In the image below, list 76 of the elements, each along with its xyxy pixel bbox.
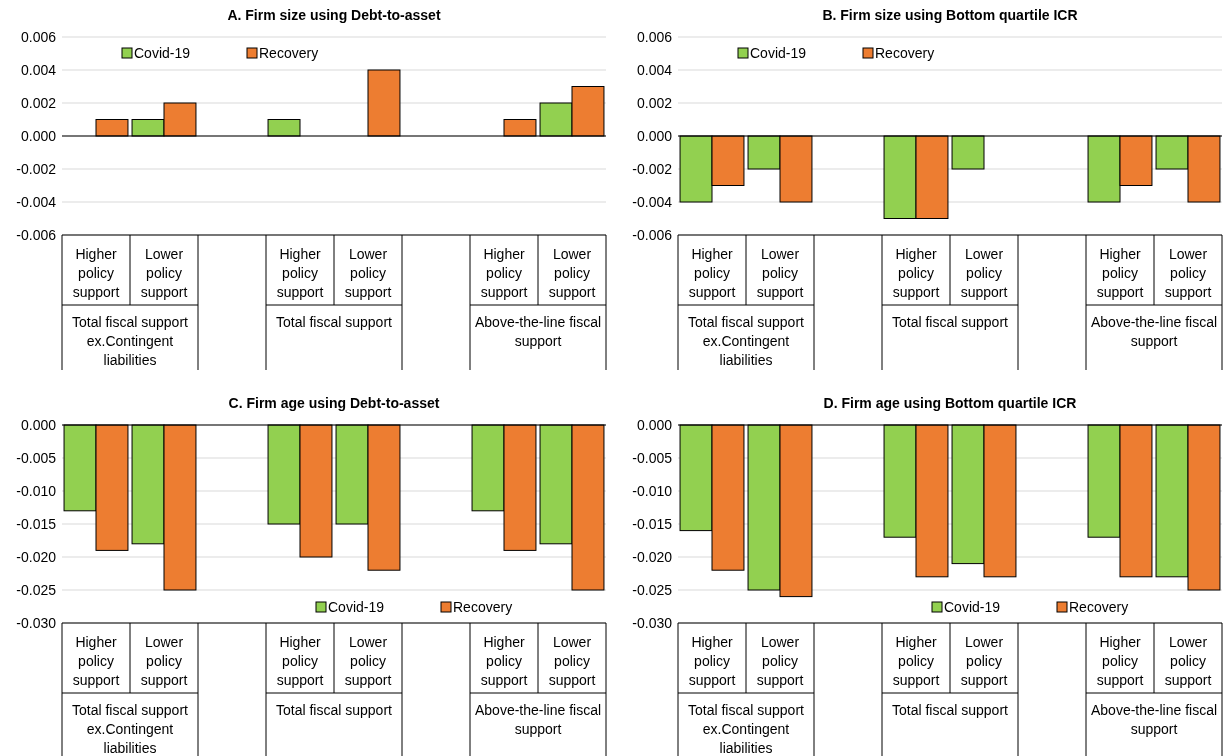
x-tick-label: Lower policy support [140,634,188,688]
legend-label: Covid-19 [750,45,807,61]
y-tick-label: -0.005 [16,449,57,466]
x-tick-label: Higher policy support [276,246,324,300]
y-tick-label: -0.002 [16,160,57,177]
y-tick-label: -0.030 [16,614,57,631]
text: Total fiscal support [892,702,1009,718]
x-tick-label: Higher policy support [1096,634,1144,688]
x-tick-label: Lower policy support [960,634,1008,688]
text: Total fiscal support [276,314,393,330]
y-tick-label: 0.002 [20,94,57,111]
legend-label: Recovery [1069,599,1129,615]
y-tick-label: -0.015 [16,515,57,532]
x-tick-label: Lower policy support [960,246,1008,300]
x-tick-label: Higher policy support [892,634,940,688]
legend-label: Covid-19 [134,45,191,61]
x-tick-label: Lower policy support [140,246,188,300]
text: Total fiscal support ex.Contingent liabilities [688,702,805,756]
y-tick-label: 0.006 [636,28,673,45]
y-tick-label: -0.025 [16,581,57,598]
text: Total fiscal support ex.Contingent liabilities [72,702,189,756]
y-tick-label: -0.025 [632,581,673,598]
y-tick-label: -0.010 [16,482,57,499]
legend-label: Recovery [259,45,319,61]
y-tick-label: 0.000 [20,416,57,433]
text: Total fiscal support ex.Contingent liabilities [72,314,189,368]
text: Total fiscal support ex.Contingent liabilities [688,314,805,368]
y-tick-label: -0.020 [632,548,673,565]
y-tick-label: -0.004 [632,193,673,210]
x-tick-label: Higher policy support [480,634,528,688]
legend-label: Covid-19 [944,599,1001,615]
x-tick-label: Lower policy support [344,246,392,300]
legend-label: Recovery [453,599,513,615]
y-tick-label: -0.030 [632,614,673,631]
chart-title: C. Firm age using Debt-to-asset [228,395,440,411]
x-tick-label: Lower policy support [756,634,804,688]
chart-title: D. Firm age using Bottom quartile ICR [823,395,1077,411]
text: Above-the-line fiscal support [1090,702,1218,737]
y-tick-label: -0.020 [16,548,57,565]
legend-label: Recovery [875,45,935,61]
y-tick-label: -0.005 [632,449,673,466]
x-tick-label: Higher policy support [480,246,528,300]
text: Total fiscal support [276,702,393,718]
x-tick-label: Higher policy support [276,634,324,688]
text: Total fiscal support [892,314,1009,330]
y-tick-label: -0.010 [632,482,673,499]
y-tick-label: 0.000 [636,416,673,433]
y-tick-label: 0.002 [636,94,673,111]
text: Above-the-line fiscal support [1090,314,1218,349]
chart-title: B. Firm size using Bottom quartile ICR [822,7,1078,23]
y-tick-label: -0.015 [632,515,673,532]
x-tick-label: Lower policy support [548,634,596,688]
x-tick-label: Higher policy support [1096,246,1144,300]
y-tick-label: 0.004 [636,61,673,78]
y-tick-label: -0.004 [16,193,57,210]
x-tick-label: Higher policy support [892,246,940,300]
legend-label: Covid-19 [328,599,385,615]
y-tick-label: -0.006 [16,226,57,243]
x-tick-label: Higher policy support [72,246,120,300]
x-tick-label: Higher policy support [72,634,120,688]
y-tick-label: -0.006 [632,226,673,243]
x-tick-label: Higher policy support [688,246,736,300]
y-tick-label: -0.002 [632,160,673,177]
x-tick-label: Lower policy support [1164,246,1212,300]
text: Above-the-line fiscal support [474,702,602,737]
x-tick-label: Higher policy support [688,634,736,688]
chart-title: A. Firm size using Debt-to-asset [227,7,441,23]
x-tick-label: Lower policy support [344,634,392,688]
y-tick-label: 0.006 [20,28,57,45]
y-tick-label: 0.000 [636,127,673,144]
x-tick-label: Lower policy support [1164,634,1212,688]
x-tick-label: Lower policy support [548,246,596,300]
y-tick-label: 0.000 [20,127,57,144]
y-tick-label: 0.004 [20,61,57,78]
x-tick-label: Lower policy support [756,246,804,300]
text: Above-the-line fiscal support [474,314,602,349]
